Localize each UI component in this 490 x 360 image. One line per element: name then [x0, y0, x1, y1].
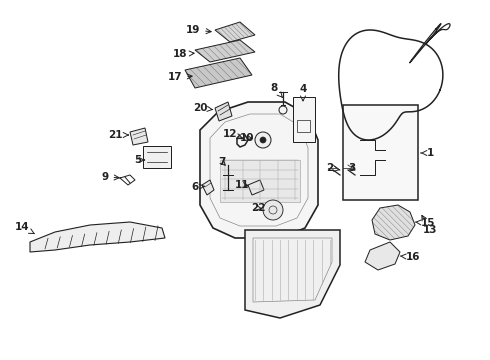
FancyBboxPatch shape — [143, 146, 171, 168]
Polygon shape — [365, 242, 400, 270]
Text: 18: 18 — [173, 49, 194, 59]
Text: 11: 11 — [235, 180, 249, 190]
Polygon shape — [195, 40, 255, 62]
Polygon shape — [215, 102, 232, 121]
Text: 17: 17 — [168, 72, 192, 82]
Text: 2: 2 — [326, 163, 339, 173]
Text: 19: 19 — [186, 25, 211, 35]
Polygon shape — [248, 180, 264, 195]
Polygon shape — [220, 160, 300, 202]
Text: 1: 1 — [421, 148, 434, 158]
Circle shape — [260, 137, 266, 143]
Text: 20: 20 — [193, 103, 213, 113]
Circle shape — [263, 200, 283, 220]
Text: 3: 3 — [348, 163, 356, 173]
Polygon shape — [30, 222, 165, 252]
Polygon shape — [245, 230, 340, 318]
Polygon shape — [215, 22, 255, 42]
Text: 4: 4 — [299, 84, 307, 101]
Text: 8: 8 — [270, 83, 282, 98]
Text: 6: 6 — [192, 182, 204, 192]
Text: 22: 22 — [251, 203, 265, 213]
Text: 16: 16 — [400, 252, 420, 262]
Text: 21: 21 — [108, 130, 128, 140]
Text: 10: 10 — [240, 133, 254, 143]
Text: 12: 12 — [223, 129, 243, 139]
Text: 15: 15 — [415, 218, 435, 228]
Polygon shape — [185, 58, 252, 88]
Polygon shape — [200, 102, 318, 238]
Text: 7: 7 — [219, 157, 226, 167]
FancyBboxPatch shape — [293, 97, 315, 142]
Polygon shape — [130, 128, 148, 145]
FancyBboxPatch shape — [343, 105, 418, 200]
Text: 13: 13 — [422, 215, 437, 235]
Polygon shape — [202, 180, 214, 195]
Text: 5: 5 — [134, 155, 145, 165]
Polygon shape — [372, 205, 415, 240]
Text: 9: 9 — [101, 172, 119, 182]
Text: 14: 14 — [15, 222, 35, 234]
Circle shape — [255, 132, 271, 148]
